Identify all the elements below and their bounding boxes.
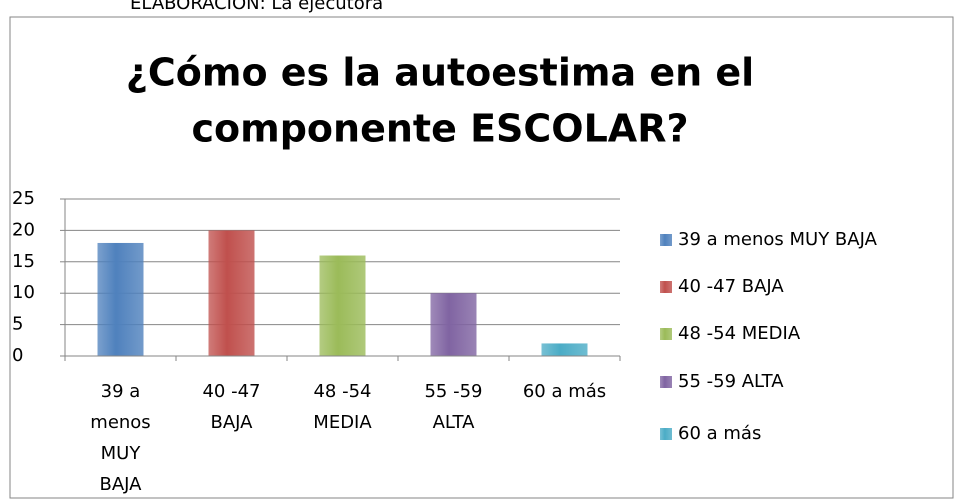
legend-label: 48 -54 MEDIA bbox=[678, 323, 801, 344]
y-tick-label: 25 bbox=[12, 188, 35, 209]
x-tick-label: 40 -47 BAJA bbox=[202, 381, 260, 433]
x-tick-label: 60 a más bbox=[523, 381, 606, 402]
x-tick-label: 55 -59 ALTA bbox=[424, 381, 482, 433]
bar bbox=[430, 293, 477, 356]
legend-swatch bbox=[660, 428, 672, 440]
legend-swatch bbox=[660, 281, 672, 293]
chart-title: componente ESCOLAR? bbox=[191, 107, 688, 151]
y-tick-label: 10 bbox=[12, 282, 35, 303]
legend-swatch bbox=[660, 376, 672, 388]
legend-label: 39 a menos MUY BAJA bbox=[678, 229, 878, 250]
chart-frame bbox=[9, 16, 954, 499]
y-tick-label: 15 bbox=[12, 251, 35, 272]
y-tick-label: 5 bbox=[12, 314, 23, 335]
bar bbox=[208, 230, 255, 356]
chart-title: ¿Cómo es la autoestima en el bbox=[126, 51, 754, 95]
legend-label: 40 -47 BAJA bbox=[678, 276, 784, 297]
x-tick-label: 48 -54 MEDIA bbox=[313, 381, 372, 433]
bar bbox=[541, 343, 588, 356]
caption: ELABORACIÓN: La ejecutora bbox=[130, 0, 383, 14]
y-tick-label: 20 bbox=[12, 219, 35, 240]
x-tick-label: 39 a menos MUY BAJA bbox=[90, 381, 150, 495]
legend-label: 60 a más bbox=[678, 423, 761, 444]
bar bbox=[319, 255, 366, 356]
legend-label: 55 -59 ALTA bbox=[678, 371, 784, 392]
legend-swatch bbox=[660, 328, 672, 340]
bar bbox=[97, 242, 144, 356]
legend-swatch bbox=[660, 234, 672, 246]
y-tick-label: 0 bbox=[12, 345, 23, 366]
